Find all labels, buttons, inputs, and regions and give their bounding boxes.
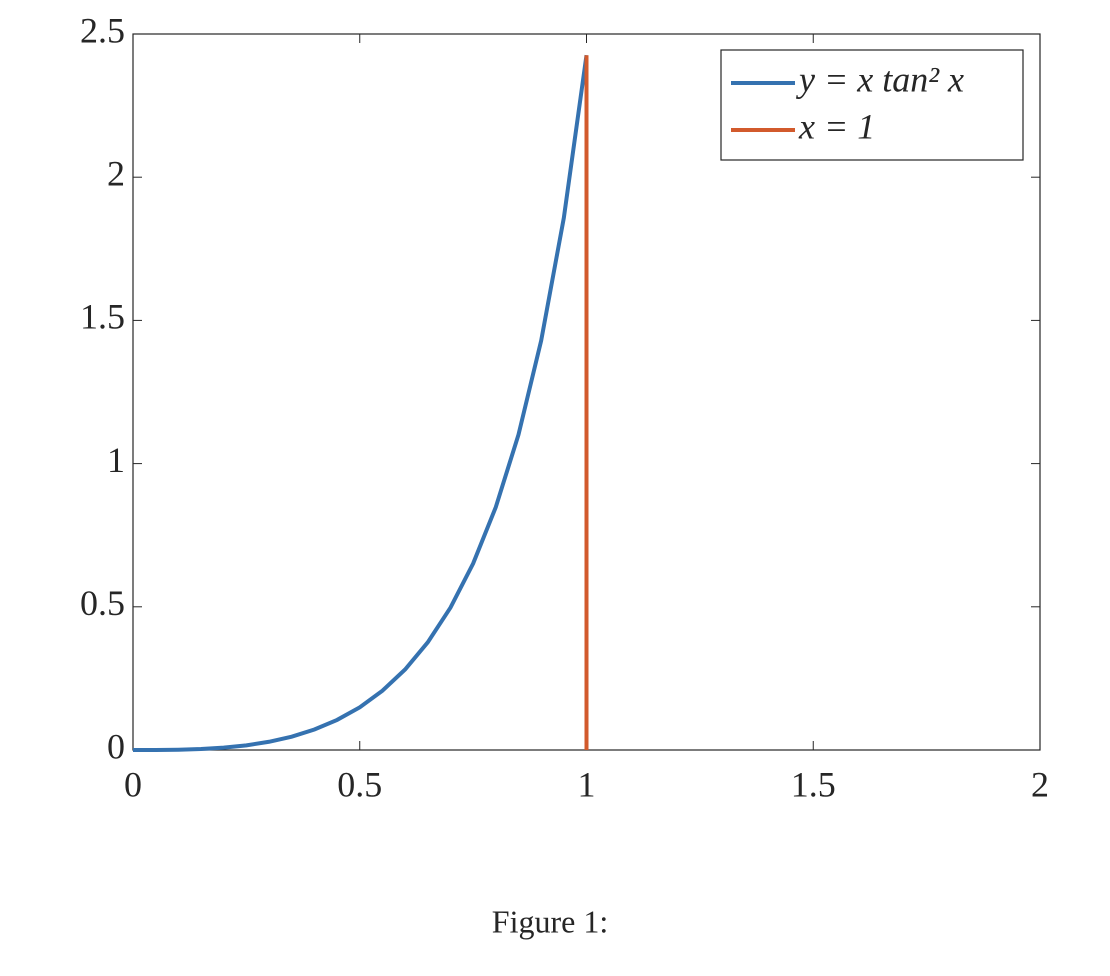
legend-label: x = 1 <box>798 106 875 146</box>
y-tick-label: 0.5 <box>80 583 125 623</box>
caption: Figure 1: <box>492 903 608 939</box>
y-tick-label: 0 <box>107 726 125 766</box>
series-line <box>132 54 589 752</box>
x-tick-label: 0.5 <box>337 764 382 804</box>
y-tick-label: 1.5 <box>80 297 125 337</box>
x-tick-label: 2 <box>1031 764 1049 804</box>
x-tick-label: 1 <box>578 764 596 804</box>
y-tick-label: 2.5 <box>80 10 125 50</box>
x-tick-label: 0 <box>124 764 142 804</box>
y-tick-label: 1 <box>107 440 125 480</box>
y-tick-label: 2 <box>107 153 125 193</box>
legend-box <box>720 49 1024 161</box>
legend-label: y = x tan² x <box>796 59 964 99</box>
x-tick-label: 1.5 <box>791 764 836 804</box>
